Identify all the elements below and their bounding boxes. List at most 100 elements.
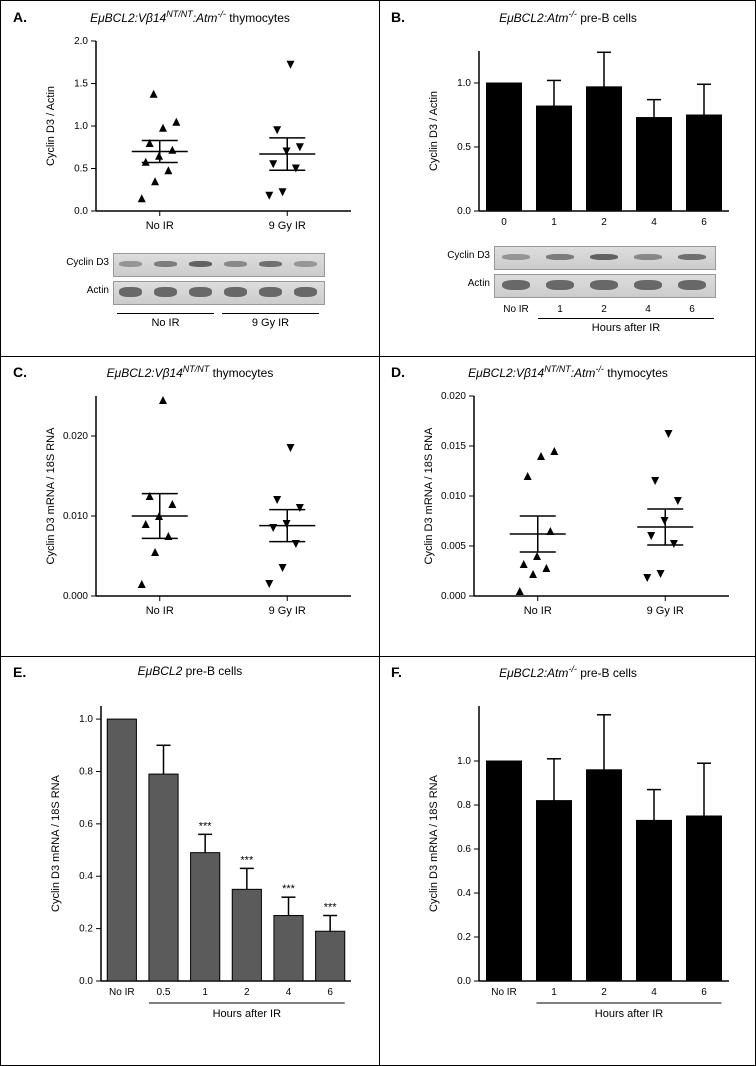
panel-b-title: EμBCL2:Atm-/- pre-B cells <box>379 9 756 25</box>
svg-text:0.4: 0.4 <box>457 888 471 899</box>
blot-band <box>259 261 282 267</box>
svg-text:***: *** <box>282 883 296 895</box>
svg-text:6: 6 <box>701 987 707 998</box>
svg-text:0.0: 0.0 <box>79 976 93 987</box>
svg-text:***: *** <box>199 820 213 832</box>
blot-band <box>294 287 317 297</box>
svg-text:0.020: 0.020 <box>441 391 466 402</box>
svg-text:4: 4 <box>286 987 292 998</box>
svg-text:Cyclin D3 mRNA / 18S RNA: Cyclin D3 mRNA / 18S RNA <box>428 774 440 912</box>
svg-text:0.2: 0.2 <box>79 924 93 935</box>
panel-f-chart: 0.0 0.2 0.4 0.6 0.8 1.0 Cyclin D3 mRNA / 18S R… <box>419 686 739 1036</box>
panel-e: E. EμBCL2 pre-B cells 0.00.20.40.60.81.0… <box>1 656 379 1066</box>
panel-a-chart: 0.00.51.01.52.0Cyclin D3 / ActinNo IR9 G… <box>41 31 361 251</box>
blot-band <box>590 254 619 260</box>
blot-band <box>590 280 619 290</box>
svg-text:1.0: 1.0 <box>457 78 471 89</box>
svg-text:Cyclin D3 mRNA / 18S RNA: Cyclin D3 mRNA / 18S RNA <box>45 427 57 565</box>
figure: A. EμBCL2:Vβ14NT/NT:Atm-/- thymocytes 0.… <box>0 0 756 1066</box>
svg-text:Cyclin D3 mRNA / 18S RNA: Cyclin D3 mRNA / 18S RNA <box>50 774 62 912</box>
svg-text:No IR: No IR <box>491 987 517 998</box>
svg-text:No IR: No IR <box>146 605 174 617</box>
panel-c-chart: 0.000 0.010 0.020 Cyclin D3 mRNA / 18S RNA N… <box>41 386 361 636</box>
blot-band <box>224 287 247 297</box>
svg-text:0.5: 0.5 <box>457 142 471 153</box>
svg-text:0.000: 0.000 <box>63 591 88 602</box>
blot-band <box>634 280 663 290</box>
svg-text:0.020: 0.020 <box>63 431 88 442</box>
blot-lane-label: 1 <box>538 304 582 315</box>
blot-row-label: Cyclin D3 <box>51 257 109 268</box>
svg-text:No IR: No IR <box>109 987 135 998</box>
blot-band <box>502 280 531 290</box>
blot-band <box>119 261 142 267</box>
blot-row-label: Actin <box>432 278 490 289</box>
svg-text:4: 4 <box>651 217 657 228</box>
blot-band <box>154 261 177 267</box>
panel-a: A. EμBCL2:Vβ14NT/NT:Atm-/- thymocytes 0.… <box>1 1 379 356</box>
svg-text:9 Gy IR: 9 Gy IR <box>647 605 684 617</box>
svg-text:4: 4 <box>651 987 657 998</box>
svg-text:0.010: 0.010 <box>441 491 466 502</box>
svg-text:0.005: 0.005 <box>441 541 466 552</box>
svg-text:Cyclin D3 / Actin: Cyclin D3 / Actin <box>428 91 440 171</box>
svg-text:1: 1 <box>202 987 208 998</box>
svg-text:No IR: No IR <box>524 605 552 617</box>
blot-bracket-label: Hours after IR <box>538 322 714 334</box>
blot-lane-label: 4 <box>626 304 670 315</box>
panel-b-chart: 0.00.51.0Cyclin D3 / Actin01246 <box>419 31 739 241</box>
blot-band <box>119 287 142 297</box>
svg-text:0.2: 0.2 <box>457 932 471 943</box>
svg-text:0.8: 0.8 <box>457 800 471 811</box>
svg-text:2: 2 <box>244 987 250 998</box>
svg-text:0: 0 <box>501 217 507 228</box>
blot-group-bracket <box>117 313 214 314</box>
svg-text:Hours after IR: Hours after IR <box>213 1008 282 1020</box>
panel-e-chart: 0.00.20.40.60.81.0Cyclin D3 mRNA / 18S R… <box>41 686 361 1036</box>
panel-d: D. EμBCL2:Vβ14NT/NT:Atm-/- thymocytes 0.… <box>379 356 756 656</box>
svg-text:0.4: 0.4 <box>79 871 93 882</box>
blot-group-bracket <box>222 313 319 314</box>
panel-b: B. EμBCL2:Atm-/- pre-B cells 0.00.51.0Cy… <box>379 1 756 356</box>
panel-f-title: EμBCL2:Atm-/- pre-B cells <box>379 664 756 680</box>
blot-band <box>546 254 575 260</box>
svg-text:0.5: 0.5 <box>157 987 171 998</box>
svg-text:Hours after IR: Hours after IR <box>595 1008 664 1020</box>
blot-lane-label: 6 <box>670 304 714 315</box>
svg-text:1.0: 1.0 <box>74 121 88 132</box>
blot-band <box>294 261 317 267</box>
svg-text:0.010: 0.010 <box>63 511 88 522</box>
svg-text:1.0: 1.0 <box>457 756 471 767</box>
svg-text:2: 2 <box>601 987 607 998</box>
svg-text:0.6: 0.6 <box>457 844 471 855</box>
panel-d-title: EμBCL2:Vβ14NT/NT:Atm-/- thymocytes <box>379 364 756 380</box>
blot-group-label: No IR <box>117 317 214 329</box>
blot-bracket <box>538 318 714 319</box>
svg-text:Cyclin D3 mRNA / 18S RNA: Cyclin D3 mRNA / 18S RNA <box>423 427 435 565</box>
svg-text:***: *** <box>240 854 254 866</box>
blot-lane-label: 2 <box>582 304 626 315</box>
svg-text:1: 1 <box>551 217 557 228</box>
panel-c: C. EμBCL2:Vβ14NT/NT thymocytes 0.0000.01… <box>1 356 379 656</box>
svg-text:Cyclin D3 / Actin: Cyclin D3 / Actin <box>45 86 57 166</box>
svg-text:1.0: 1.0 <box>79 714 93 725</box>
svg-text:0.015: 0.015 <box>441 441 466 452</box>
blot-band <box>502 254 531 260</box>
svg-text:2.0: 2.0 <box>74 36 88 47</box>
svg-text:0.8: 0.8 <box>79 766 93 777</box>
panel-d-chart: 0.000 0.005 0.010 0.015 0.020 Cyclin D3 mRNA … <box>419 386 739 636</box>
panel-f: F. EμBCL2:Atm-/- pre-B cells 0.00.20.40.… <box>379 656 756 1066</box>
svg-text:0.0: 0.0 <box>457 206 471 217</box>
svg-text:1: 1 <box>551 987 557 998</box>
svg-text:0.000: 0.000 <box>441 591 466 602</box>
blot-band <box>224 261 247 267</box>
panel-e-title: EμBCL2 pre-B cells <box>1 664 379 678</box>
svg-text:***: *** <box>324 902 338 914</box>
svg-text:1.5: 1.5 <box>74 79 88 90</box>
svg-text:No IR: No IR <box>146 220 174 232</box>
svg-text:6: 6 <box>327 987 333 998</box>
svg-text:6: 6 <box>701 217 707 228</box>
svg-text:0.0: 0.0 <box>457 976 471 987</box>
blot-band <box>189 261 212 267</box>
blot-band <box>546 280 575 290</box>
